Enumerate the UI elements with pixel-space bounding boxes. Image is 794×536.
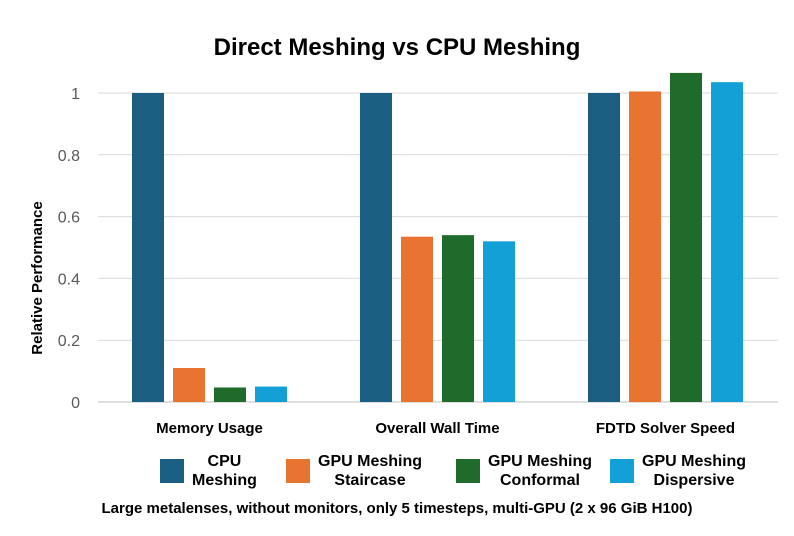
bar-fdtd-solver-speed-series-2 bbox=[670, 72, 702, 402]
y-tick-label: 0.4 bbox=[58, 271, 80, 288]
x-tick-labels: Memory Usage Overall Wall Time FDTD Solver… bbox=[156, 420, 735, 437]
bar-memory-usage-series-0 bbox=[132, 93, 164, 402]
legend-label: CPU Meshing bbox=[192, 453, 257, 489]
legend-swatch bbox=[160, 459, 184, 483]
bar-overall-wall-time-series-3 bbox=[483, 241, 515, 402]
y-axis-label: Relative Performance bbox=[29, 201, 46, 354]
bar-fdtd-solver-speed-series-0 bbox=[588, 93, 620, 402]
chart-title: Direct Meshing vs CPU Meshing bbox=[213, 34, 581, 61]
legend-swatch bbox=[286, 459, 310, 483]
legend-item-gpu-conformal: GPU Meshing Conformal bbox=[456, 452, 592, 490]
legend-item-gpu-staircase: GPU Meshing Staircase bbox=[286, 452, 422, 490]
y-tick-label: 0.2 bbox=[58, 333, 80, 350]
bar-overall-wall-time-series-1 bbox=[401, 236, 433, 402]
legend-swatch bbox=[610, 459, 634, 483]
bar-fdtd-solver-speed-series-1 bbox=[629, 91, 661, 402]
bar-overall-wall-time-series-0 bbox=[360, 93, 392, 402]
bar-memory-usage-series-2 bbox=[214, 387, 246, 402]
x-tick-label: FDTD Solver Speed bbox=[596, 420, 735, 437]
legend-label: GPU Meshing Conformal bbox=[488, 453, 593, 489]
legend-label: GPU Meshing Staircase bbox=[318, 453, 423, 489]
y-tick-labels: 0 0.2 0.4 0.6 0.8 1 bbox=[58, 86, 80, 412]
legend-label: GPU Meshing Dispersive bbox=[642, 453, 747, 489]
legend-item-gpu-dispersive: GPU Meshing Dispersive bbox=[610, 452, 746, 490]
y-tick-label: 0.6 bbox=[58, 210, 80, 227]
x-tick-label: Memory Usage bbox=[156, 420, 263, 437]
bar-memory-usage-series-3 bbox=[255, 386, 287, 402]
legend-item-cpu-meshing: CPU Meshing bbox=[160, 452, 257, 490]
y-tick-label: 1 bbox=[71, 86, 80, 103]
y-tick-label: 0.8 bbox=[58, 148, 80, 165]
legend-swatch bbox=[456, 459, 480, 483]
x-tick-label: Overall Wall Time bbox=[375, 420, 499, 437]
bar-overall-wall-time-series-2 bbox=[442, 235, 474, 402]
gridlines bbox=[98, 92, 778, 403]
bars bbox=[132, 72, 743, 402]
bar-memory-usage-series-1 bbox=[173, 368, 205, 402]
bar-fdtd-solver-speed-series-3 bbox=[711, 82, 743, 402]
y-tick-label: 0 bbox=[71, 395, 80, 412]
chart-caption: Large metalenses, without monitors, only… bbox=[101, 500, 693, 517]
